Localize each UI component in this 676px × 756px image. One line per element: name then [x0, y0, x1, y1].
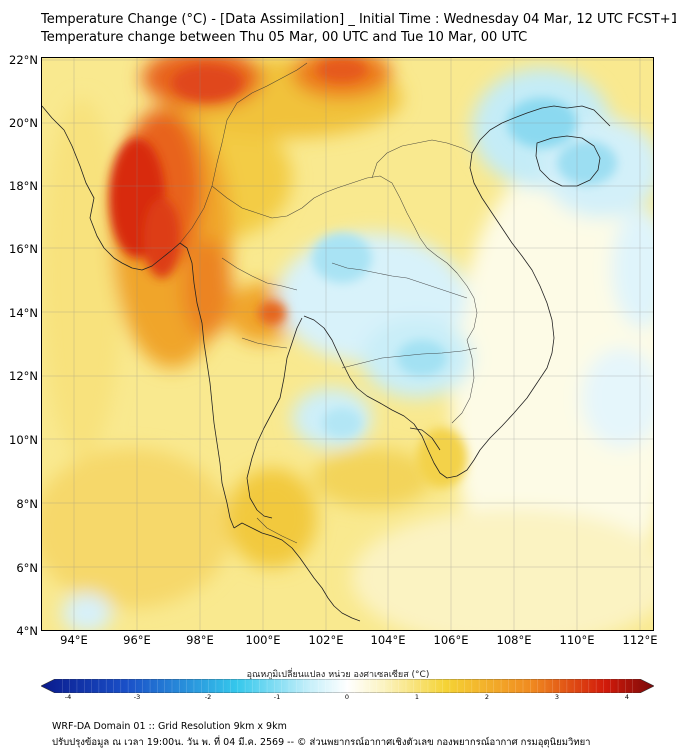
lon-label: 94°E — [60, 633, 88, 647]
colorbar-dividers — [62, 679, 633, 693]
colorbar-tick: -1 — [273, 693, 281, 701]
lon-label: 98°E — [186, 633, 214, 647]
lat-label: 12°N — [9, 369, 38, 383]
graticule — [42, 58, 653, 630]
field-detail — [109, 58, 617, 488]
colorbar-label: อุณหภูมิเปลี่ยนแปลง หน่วย องศาเซลเซียส (… — [246, 670, 430, 680]
colorbar — [41, 679, 654, 693]
lon-label: 108°E — [496, 633, 532, 647]
lat-label: 4°N — [16, 624, 38, 638]
lon-label: 100°E — [245, 633, 281, 647]
lat-label: 6°N — [16, 561, 38, 575]
lon-label: 106°E — [433, 633, 469, 647]
lon-label: 104°E — [370, 633, 406, 647]
chart-title: Temperature Change (°C) - [Data Assimila… — [41, 12, 676, 27]
lat-label: 16°N — [9, 242, 38, 256]
chart-subtitle: Temperature change between Thu 05 Mar, 0… — [41, 30, 528, 45]
update-credit: ปรับปรุงข้อมูล ณ เวลา 19:00น. วัน พ. ที่… — [52, 737, 591, 748]
lon-label: 110°E — [559, 633, 595, 647]
lon-label: 112°E — [622, 633, 658, 647]
colorbar-tick: 3 — [554, 693, 560, 701]
model-info: WRF-DA Domain 01 :: Grid Resolution 9km … — [52, 721, 287, 732]
lat-label: 8°N — [16, 497, 38, 511]
colorbar-tick: -2 — [204, 693, 212, 701]
lat-label: 14°N — [9, 306, 38, 320]
lat-label: 10°N — [9, 433, 38, 447]
lon-label: 102°E — [308, 633, 344, 647]
colorbar-tick: -4 — [64, 693, 72, 701]
coastlines — [42, 105, 611, 622]
lon-label: 96°E — [123, 633, 151, 647]
lat-label: 18°N — [9, 179, 38, 193]
field-smooth — [42, 58, 653, 630]
colorbar-gradient — [41, 679, 654, 693]
colorbar-tick: 1 — [414, 693, 420, 701]
colorbar-tick: 0 — [344, 693, 350, 701]
borders — [179, 62, 478, 544]
lat-label: 22°N — [9, 53, 38, 67]
lat-label: 20°N — [9, 116, 38, 130]
colorbar-tick: 2 — [484, 693, 490, 701]
colorbar-tick: 4 — [624, 693, 630, 701]
temperature-change-map — [41, 57, 654, 631]
colorbar-tick: -3 — [133, 693, 141, 701]
